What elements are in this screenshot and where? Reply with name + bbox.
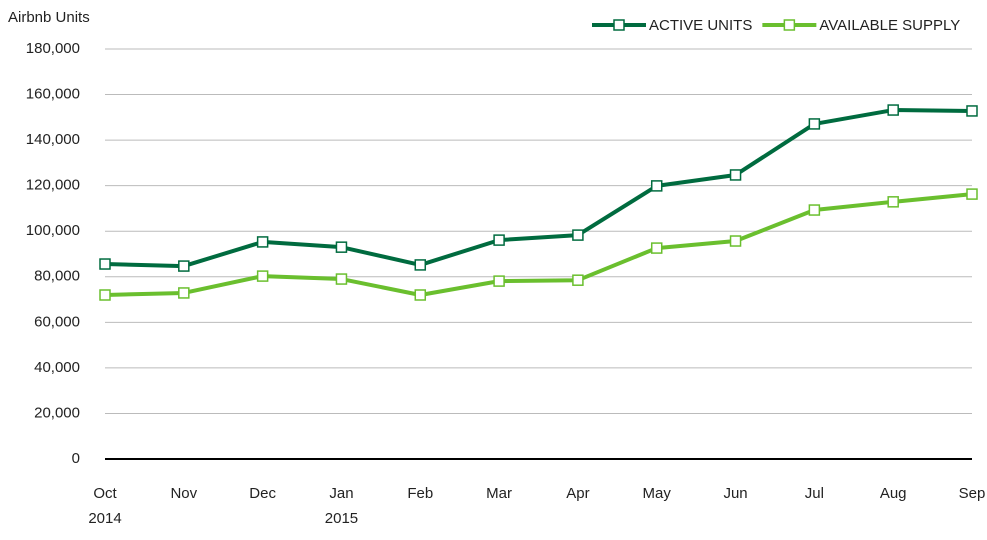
series-line xyxy=(104,192,973,297)
series-line xyxy=(104,108,973,269)
data-point xyxy=(256,236,269,248)
data-point xyxy=(887,196,899,208)
x-tick-label: Apr xyxy=(566,485,590,502)
data-point xyxy=(493,234,505,246)
data-point xyxy=(414,289,427,301)
x-tick-label: Aug xyxy=(879,485,907,502)
y-tick-label: 140,000 xyxy=(26,131,80,148)
data-point xyxy=(335,273,348,285)
data-point xyxy=(966,105,978,117)
x-tick-label: Mar xyxy=(486,485,512,502)
y-tick-label: 180,000 xyxy=(26,40,80,57)
x-tick-label: Oct 2014 xyxy=(88,485,122,527)
y-tick-label: 60,000 xyxy=(34,313,80,330)
data-point xyxy=(99,289,111,301)
data-point xyxy=(178,260,190,272)
x-tick-label: Nov xyxy=(170,485,198,502)
data-point xyxy=(493,275,505,287)
data-point xyxy=(178,287,190,299)
y-tick-label: 120,000 xyxy=(26,177,80,194)
y-tick-label: 40,000 xyxy=(34,359,80,376)
y-tick-label: 0 xyxy=(72,450,80,467)
legend-label: AVAILABLE SUPPLY xyxy=(819,17,960,34)
x-tick-label: May xyxy=(642,485,671,502)
data-point xyxy=(808,204,821,216)
data-point xyxy=(887,104,899,116)
data-point xyxy=(572,229,584,241)
data-point xyxy=(650,180,663,192)
data-point xyxy=(808,118,821,130)
legend-label: ACTIVE UNITS xyxy=(649,17,752,34)
data-point xyxy=(729,235,742,247)
legend-marker xyxy=(613,19,625,31)
x-tick-label: Dec xyxy=(249,485,276,502)
y-axis-label: Airbnb Units xyxy=(8,9,90,26)
y-tick-label: 80,000 xyxy=(34,268,80,285)
data-point xyxy=(572,274,584,286)
data-point xyxy=(729,169,742,181)
legend-marker xyxy=(783,19,796,31)
y-tick-label: 160,000 xyxy=(26,86,80,103)
data-point xyxy=(650,242,663,254)
data-point xyxy=(256,270,269,282)
x-tick-label: Sep xyxy=(958,485,986,502)
x-tick-label: Jun xyxy=(723,485,748,502)
data-point xyxy=(414,259,427,271)
x-tick-label: Feb xyxy=(407,485,434,502)
data-point xyxy=(966,188,978,200)
y-tick-label: 100,000 xyxy=(26,222,80,239)
x-tick-label: Jul xyxy=(804,485,824,502)
data-point xyxy=(99,258,111,270)
x-tick-label: Jan 2015 xyxy=(324,485,359,527)
y-tick-label: 20,000 xyxy=(34,404,80,421)
data-point xyxy=(335,241,348,253)
